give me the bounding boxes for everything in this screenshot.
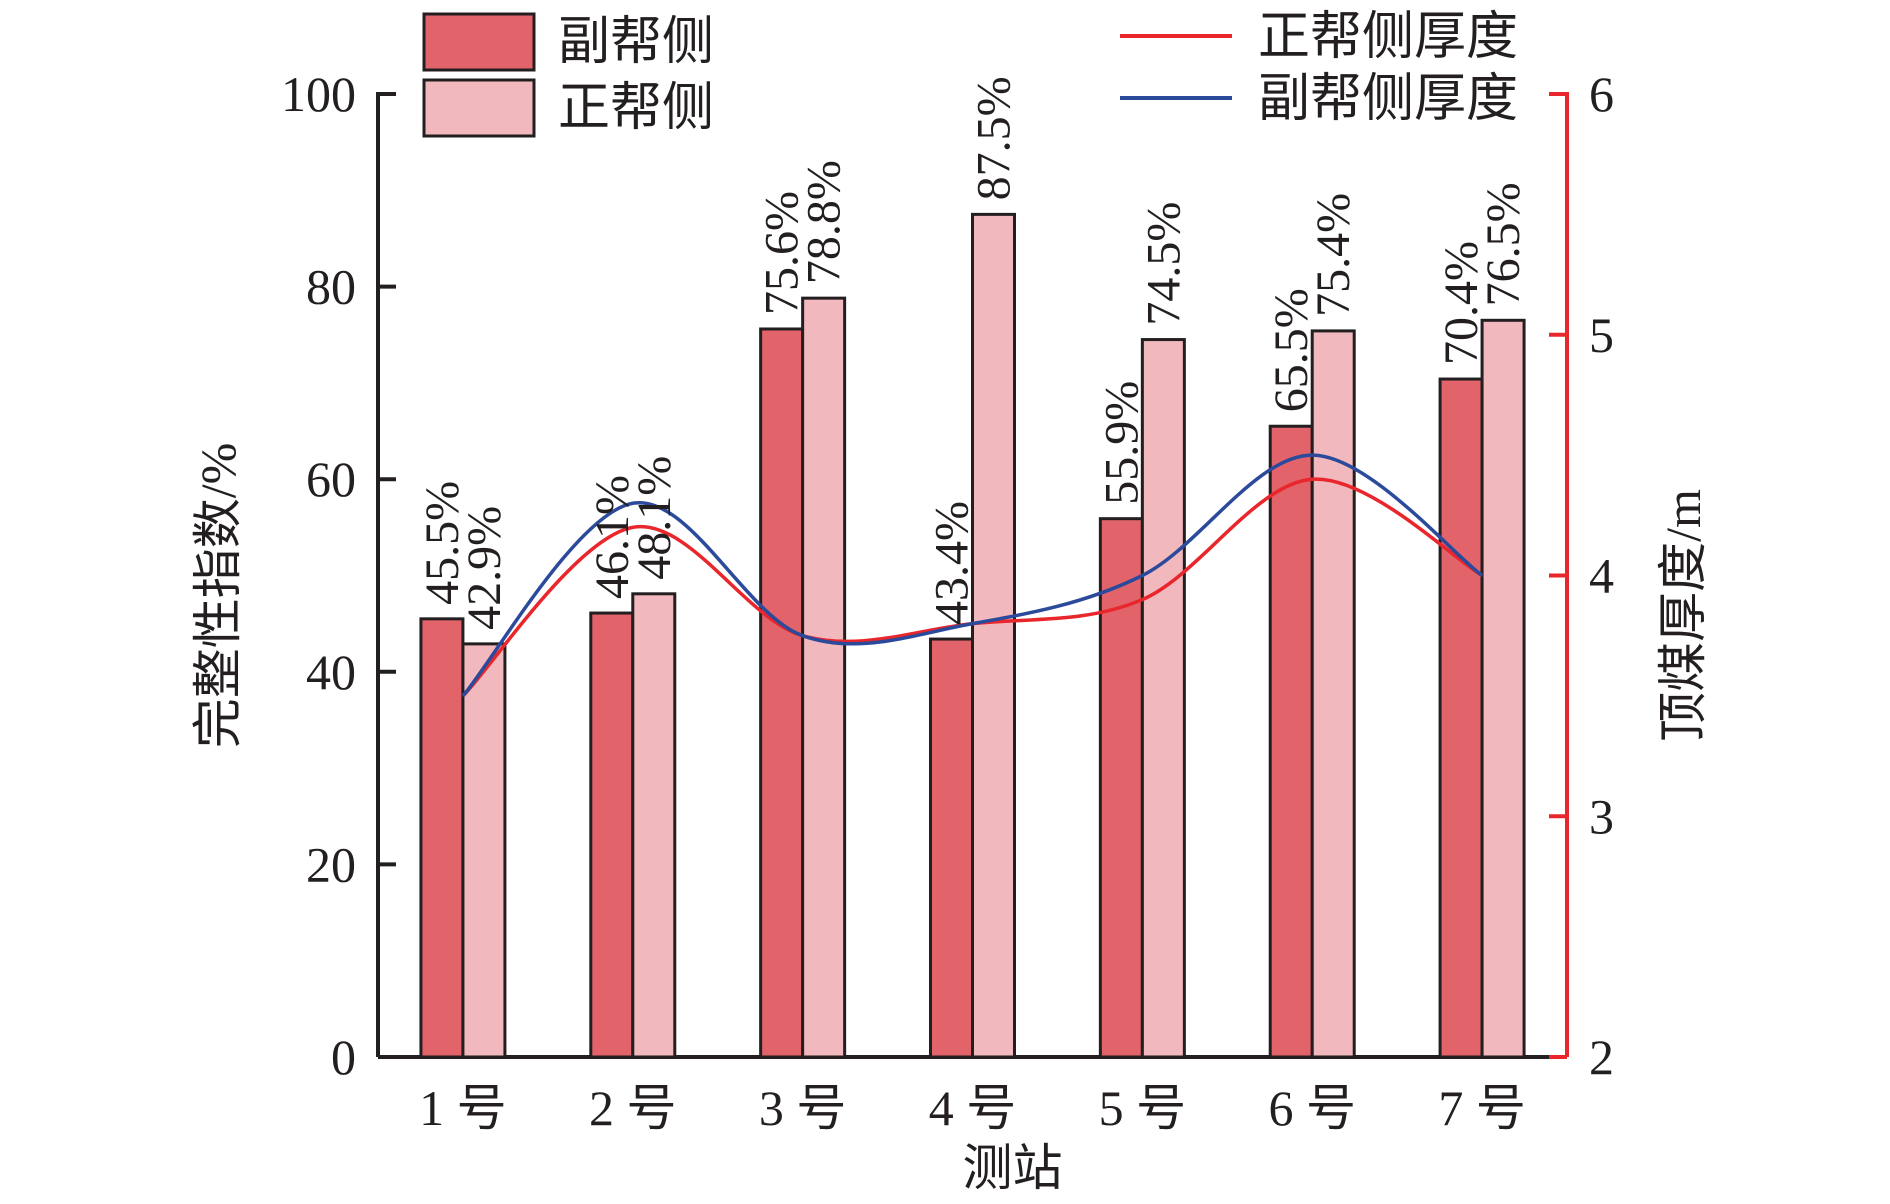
bar-fubang bbox=[1268, 424, 1314, 1059]
legend-swatch bbox=[422, 12, 536, 72]
y-axis-title-right: 顶煤厚度/m bbox=[1655, 489, 1711, 742]
y-axis-title-left: 完整性指数/% bbox=[190, 443, 246, 749]
bar-value-label: 55.9% bbox=[1095, 381, 1148, 505]
legend-swatch bbox=[422, 78, 536, 138]
y-tick-label-left: 60 bbox=[306, 451, 356, 507]
bar-zhengbang bbox=[801, 296, 847, 1059]
x-tick-label: 3 号 bbox=[759, 1080, 847, 1136]
lines bbox=[461, 453, 1484, 698]
bars bbox=[419, 212, 1526, 1059]
bar-value-label: 75.4% bbox=[1307, 193, 1360, 317]
bar-fubang bbox=[419, 617, 465, 1059]
bar-zhengbang bbox=[1480, 318, 1526, 1059]
data-labels: 45.5% 46.1% 75.6% 43.4% 55.9% 65.5% 70.4% 42.9%… bbox=[416, 76, 1530, 629]
bar-value-label: 70.4% bbox=[1435, 241, 1488, 365]
y-tick-label-right: 4 bbox=[1589, 548, 1614, 604]
x-tick-label: 1 号 bbox=[419, 1080, 507, 1136]
y-tick-label-right: 6 bbox=[1589, 66, 1614, 122]
x-tick-label: 6 号 bbox=[1268, 1080, 1356, 1136]
bar-value-label: 75.6% bbox=[756, 191, 809, 315]
x-tick-label: 4 号 bbox=[929, 1080, 1017, 1136]
bar-value-label: 76.5% bbox=[1477, 182, 1530, 306]
y-tick-label-left: 80 bbox=[306, 259, 356, 315]
y-tick-label-right: 3 bbox=[1589, 788, 1614, 844]
y-tick-label-right: 5 bbox=[1589, 307, 1614, 363]
bar-fubang bbox=[589, 611, 635, 1059]
legend-label: 副帮侧 bbox=[558, 14, 714, 71]
legend-label: 副帮侧厚度 bbox=[1258, 71, 1518, 128]
bar-value-label: 74.5% bbox=[1137, 202, 1190, 326]
y-tick-label-left: 100 bbox=[281, 66, 356, 122]
bar-value-label: 78.8% bbox=[798, 160, 851, 284]
bar-value-label: 45.5% bbox=[416, 481, 469, 605]
x-tick-label: 2 号 bbox=[589, 1080, 677, 1136]
axes: 0 20 40 60 80 100 1 号 2 号 3 号 4 号 5 号 6 号 7 号 2 3 4 5 6 测站… bbox=[190, 66, 1711, 1196]
y-tick-label-right: 2 bbox=[1589, 1029, 1614, 1085]
y-tick-label-left: 0 bbox=[331, 1029, 356, 1085]
y-tick-label-left: 40 bbox=[306, 644, 356, 700]
bar-value-label: 42.9% bbox=[458, 506, 511, 630]
bar-zhengbang bbox=[1310, 329, 1356, 1059]
bar-zhengbang bbox=[631, 592, 677, 1059]
bar-fubang bbox=[929, 637, 974, 1059]
bar-zhengbang bbox=[971, 212, 1016, 1059]
legend-label: 正帮侧厚度 bbox=[1258, 9, 1518, 66]
bar-value-label: 65.5% bbox=[1265, 288, 1318, 412]
y-tick-label-left: 20 bbox=[306, 836, 356, 892]
x-axis-title: 测站 bbox=[963, 1140, 1063, 1196]
legend-label: 正帮侧 bbox=[558, 80, 714, 137]
bar-value-label: 87.5% bbox=[968, 76, 1021, 200]
bar-zhengbang bbox=[1140, 338, 1186, 1059]
bar-zhengbang bbox=[461, 642, 507, 1059]
bar-value-label: 46.1% bbox=[586, 475, 639, 599]
bar-fubang bbox=[759, 327, 805, 1059]
x-tick-label: 7 号 bbox=[1438, 1080, 1526, 1136]
line-fubang-thickness bbox=[461, 453, 1484, 698]
bar-value-label: 43.4% bbox=[926, 501, 979, 625]
bar-value-label: 48.1% bbox=[628, 456, 681, 580]
x-tick-label: 5 号 bbox=[1099, 1080, 1187, 1136]
bar-fubang bbox=[1098, 517, 1144, 1059]
bar-fubang bbox=[1438, 377, 1484, 1059]
